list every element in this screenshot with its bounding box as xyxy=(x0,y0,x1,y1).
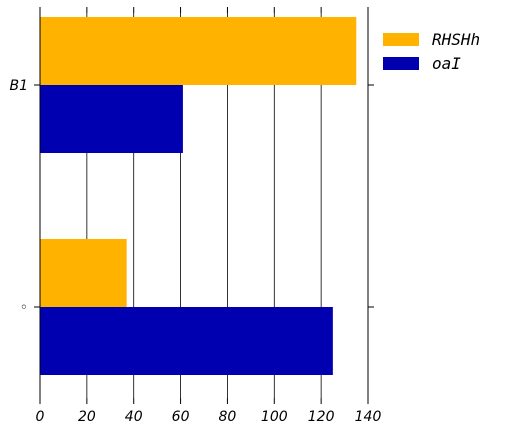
x-tick-label: 100 xyxy=(261,409,288,425)
x-tick-label: 40 xyxy=(125,409,143,425)
bar xyxy=(40,17,357,85)
bar xyxy=(40,307,333,375)
legend-swatch xyxy=(383,57,419,70)
x-tick-label: 0 xyxy=(36,409,45,425)
y-tick-label: B1 xyxy=(9,78,28,94)
axes xyxy=(34,7,374,404)
y-tick-label: ◦ xyxy=(20,300,28,316)
legend-label: oaI xyxy=(432,54,461,73)
x-tick-label: 60 xyxy=(172,409,190,425)
x-tick-label: 140 xyxy=(355,409,382,425)
tick-labels: 0 20 40 60 80 100 120 140 B1 ◦ xyxy=(9,78,381,425)
x-tick-label: 120 xyxy=(308,409,335,425)
legend: RHSHh oaI xyxy=(383,30,480,73)
legend-label: RHSHh xyxy=(432,30,480,49)
bars xyxy=(40,17,357,375)
legend-swatch xyxy=(383,33,419,46)
bar xyxy=(40,239,127,307)
x-tick-label: 20 xyxy=(78,409,96,425)
bar xyxy=(40,85,183,153)
x-tick-label: 80 xyxy=(219,409,237,425)
